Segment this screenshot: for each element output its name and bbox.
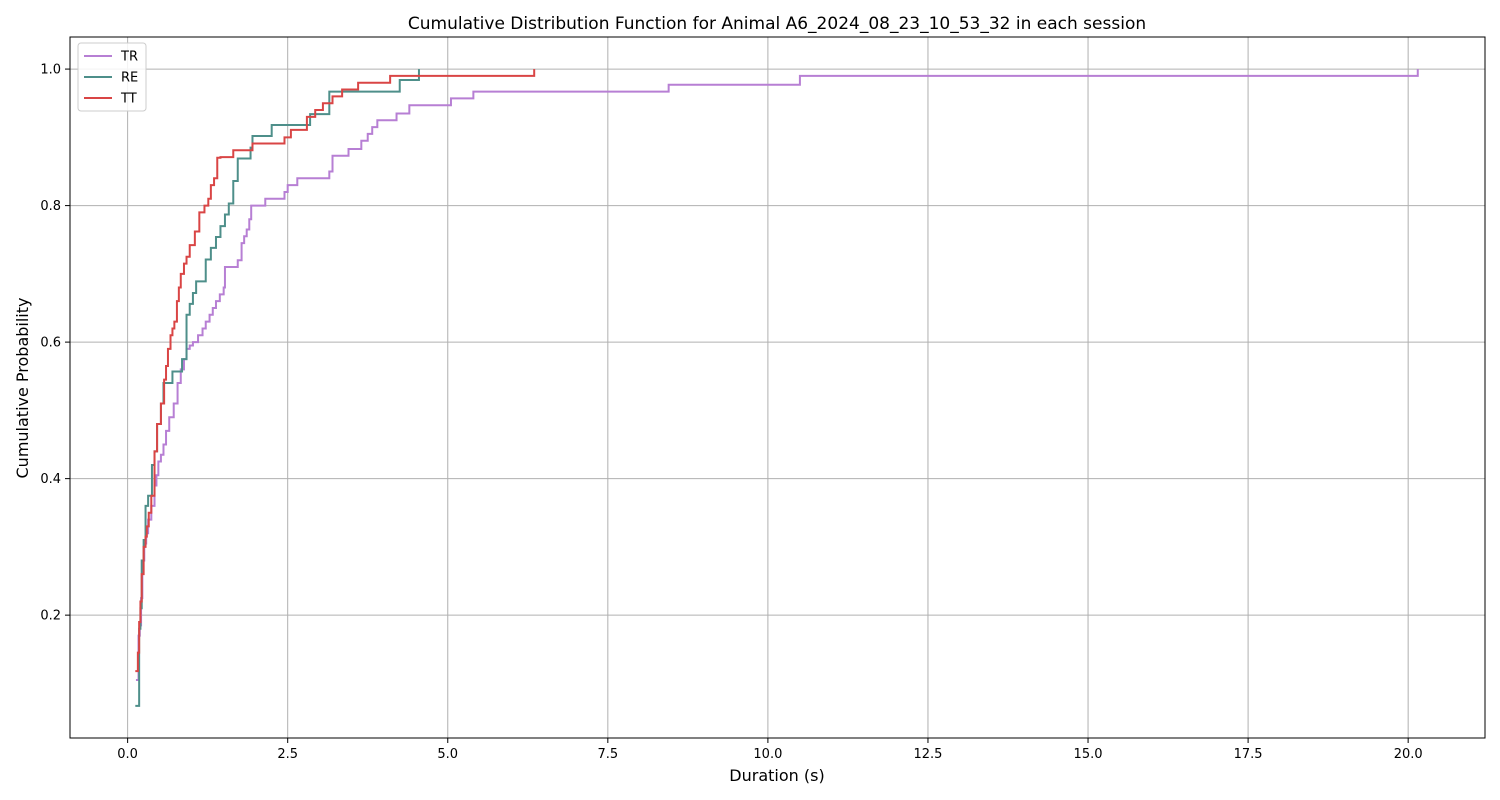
y-tick-label: 0.6 (40, 336, 61, 351)
x-axis-label: Duration (s) (729, 766, 824, 785)
legend: TR RE TT (77, 42, 147, 112)
y-tick-label: 0.4 (40, 472, 61, 487)
x-tick-label: 5.0 (437, 747, 458, 762)
x-tick-label: 12.5 (913, 747, 942, 762)
legend-label-tt: TT (120, 92, 137, 107)
plot-frame (69, 36, 1486, 739)
y-tick-label: 0.8 (40, 199, 61, 214)
series-group (135, 69, 1419, 707)
x-tick-label: 10.0 (753, 747, 782, 762)
series-line-tt (135, 69, 536, 673)
chart-title: Cumulative Distribution Function for Ani… (408, 14, 1146, 34)
y-axis-label: Cumulative Probability (13, 298, 32, 479)
x-tick-label: 7.5 (597, 747, 618, 762)
y-tick-label: 0.2 (40, 609, 61, 624)
x-tick-label: 0.0 (117, 747, 138, 762)
axis-ticks: 0.0 2.5 5.0 7.5 10.0 12.5 15.0 17.5 20.0 0.2 0.4 0.… (40, 63, 1422, 762)
x-tick-label: 15.0 (1074, 747, 1103, 762)
x-tick-label: 17.5 (1234, 747, 1263, 762)
x-tick-label: 20.0 (1394, 747, 1423, 762)
legend-label-re: RE (121, 71, 138, 86)
legend-label-tr: TR (120, 50, 138, 65)
y-tick-label: 1.0 (40, 63, 61, 78)
grid (70, 37, 1485, 738)
x-tick-label: 2.5 (277, 747, 298, 762)
legend-entries: TR RE TT (84, 50, 138, 107)
